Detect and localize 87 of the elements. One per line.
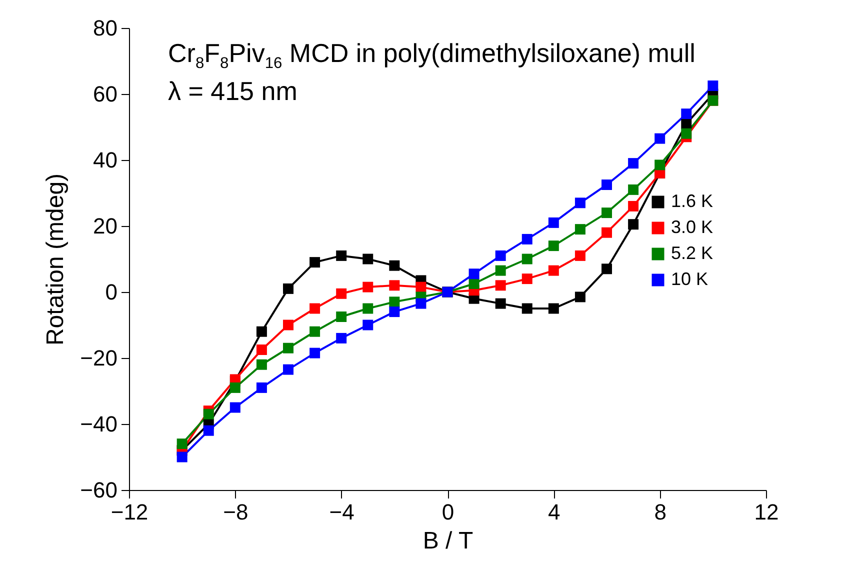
x-tick-label: 0 — [442, 500, 454, 524]
point — [389, 306, 400, 318]
point — [468, 268, 480, 280]
point — [522, 303, 532, 314]
point — [283, 342, 294, 354]
y-tick-label: −20 — [80, 346, 118, 370]
point — [574, 224, 586, 235]
y-tick-label: 20 — [93, 214, 118, 238]
point — [310, 257, 320, 268]
point — [416, 298, 426, 309]
point — [416, 282, 426, 292]
point — [602, 180, 612, 190]
point — [203, 425, 214, 436]
point — [654, 160, 666, 170]
point — [628, 219, 639, 230]
point — [389, 260, 400, 271]
point — [256, 344, 267, 355]
x-tick-label: −8 — [223, 500, 248, 524]
point — [283, 283, 294, 294]
point — [362, 303, 374, 314]
point — [574, 250, 586, 261]
point — [336, 312, 347, 322]
point — [681, 108, 692, 120]
point — [203, 408, 214, 420]
x-tick-label: 8 — [654, 500, 666, 524]
point — [176, 438, 188, 450]
point — [681, 118, 692, 129]
point — [654, 133, 666, 144]
annotation: λ = 415 nm — [168, 76, 298, 107]
point — [283, 320, 294, 330]
x-tick-label: 4 — [548, 500, 560, 524]
point — [548, 303, 559, 314]
point — [522, 274, 532, 284]
point — [468, 278, 480, 289]
point — [389, 296, 400, 308]
point — [602, 227, 612, 238]
point — [628, 200, 639, 212]
y-tick-label: −40 — [80, 412, 118, 436]
point — [574, 198, 586, 208]
point — [602, 208, 612, 218]
point — [628, 158, 639, 169]
point — [495, 250, 506, 261]
text: Cr$_{8}$F$_{8}$Piv$_{16}$ MCD in poly(dimethylsiloxane) mull — [168, 38, 696, 74]
y-tick-label: −60 — [80, 478, 118, 502]
point — [602, 264, 612, 274]
point — [336, 332, 347, 344]
point — [310, 326, 320, 337]
point — [681, 128, 692, 139]
y-tick-label: 0 — [105, 280, 118, 304]
point — [574, 292, 586, 302]
point — [256, 382, 267, 393]
point — [548, 217, 559, 228]
x-tick-label: −4 — [329, 500, 354, 524]
x-tick-label: 12 — [754, 500, 779, 524]
y-axis-title: Rotation (mdeg) — [42, 173, 70, 346]
point — [362, 282, 374, 292]
legend-label: 3.0 K — [671, 217, 714, 237]
point — [548, 265, 559, 276]
point — [310, 303, 320, 314]
point — [283, 364, 294, 375]
point — [495, 280, 506, 291]
point — [256, 359, 267, 370]
point — [389, 280, 400, 291]
y-tick-label: 60 — [93, 82, 118, 106]
point — [230, 382, 240, 393]
x-tick-label: −12 — [110, 500, 148, 524]
point — [628, 184, 639, 195]
y-tick-label: 40 — [93, 148, 118, 172]
point — [256, 326, 267, 337]
y-tick-label: 80 — [93, 16, 118, 40]
point — [522, 254, 532, 264]
point — [495, 265, 506, 276]
point — [708, 80, 718, 91]
x-axis-title: B / T — [422, 528, 474, 554]
point — [310, 348, 320, 358]
point — [362, 320, 374, 330]
point — [336, 250, 347, 261]
point — [548, 240, 559, 252]
point — [495, 298, 506, 309]
point — [522, 234, 532, 244]
legend-label: 10 K — [671, 269, 708, 289]
legend-label: 1.6 K — [671, 191, 714, 211]
point — [176, 452, 188, 462]
point — [362, 254, 374, 264]
point — [336, 288, 347, 299]
point — [230, 402, 240, 413]
legend-label: 5.2 K — [671, 243, 714, 263]
